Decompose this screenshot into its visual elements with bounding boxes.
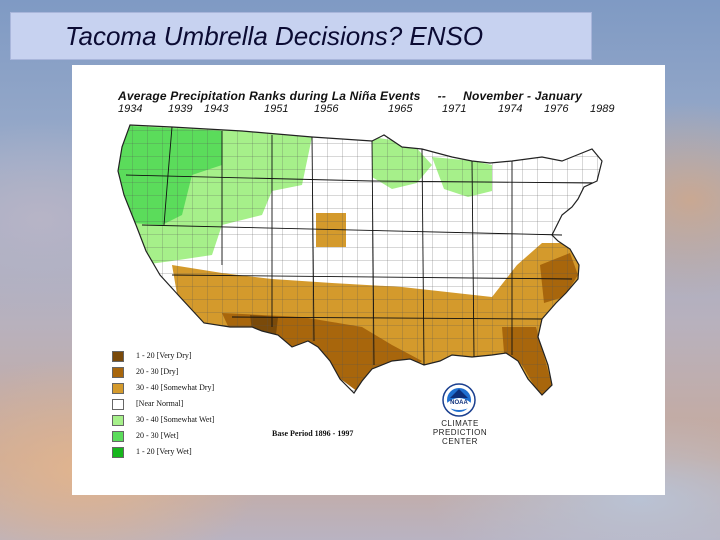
event-year: 1956 [314,103,339,115]
noaa-logo-icon: NOAA [442,383,476,417]
precipitation-map-panel: Average Precipitation Ranks during La Ni… [72,65,665,495]
event-year: 1976 [544,103,569,115]
legend-label: 30 - 40 [Somewhat Dry] [136,383,215,392]
map-heading-text: Average Precipitation Ranks during La Ni… [118,89,421,103]
legend-swatch [112,399,124,410]
legend-swatch [112,367,124,378]
map-heading-season: November - January [463,89,583,103]
slide-title: Tacoma Umbrella Decisions? ENSO [65,21,484,51]
event-year: 1989 [590,103,615,115]
event-year: 1943 [204,103,229,115]
legend-label: 20 - 30 [Wet] [136,431,179,440]
legend-label: 1 - 20 [Very Wet] [136,447,192,456]
base-period: Base Period 1896 - 1997 [272,429,354,438]
us-climate-division-map [117,124,603,396]
event-year: 1939 [168,103,193,115]
event-years: 1934 1939 1943 1951 1956 1965 1971 1974 1976 1989 [118,103,614,115]
event-year: 1951 [264,103,289,115]
event-year: 1965 [388,103,413,115]
legend-swatch [112,415,124,426]
center-name-line: CENTER [442,437,478,446]
map-heading: Average Precipitation Ranks during La Ni… [118,89,582,103]
legend-label: 30 - 40 [Somewhat Wet] [136,415,215,424]
event-year: 1934 [118,103,143,115]
legend-label: 1 - 20 [Very Dry] [136,351,192,360]
us-outline [117,124,603,396]
noaa-logo-text: NOAA [450,400,468,406]
climate-prediction-center-label: CLIMATE PREDICTION CENTER [420,419,500,446]
map-heading-dash: -- [437,89,447,103]
legend-label: [Near Normal] [136,399,184,408]
legend-label: 20 - 30 [Dry] [136,367,179,376]
legend-swatch [112,383,124,394]
event-year: 1974 [498,103,523,115]
state-borders [125,126,593,366]
event-year: 1971 [442,103,467,115]
title-box: Tacoma Umbrella Decisions? ENSO [10,12,592,60]
center-name-line: CLIMATE PREDICTION [432,419,488,437]
legend-swatch [112,351,124,362]
legend-swatch [112,431,124,442]
legend-swatch [112,447,124,458]
